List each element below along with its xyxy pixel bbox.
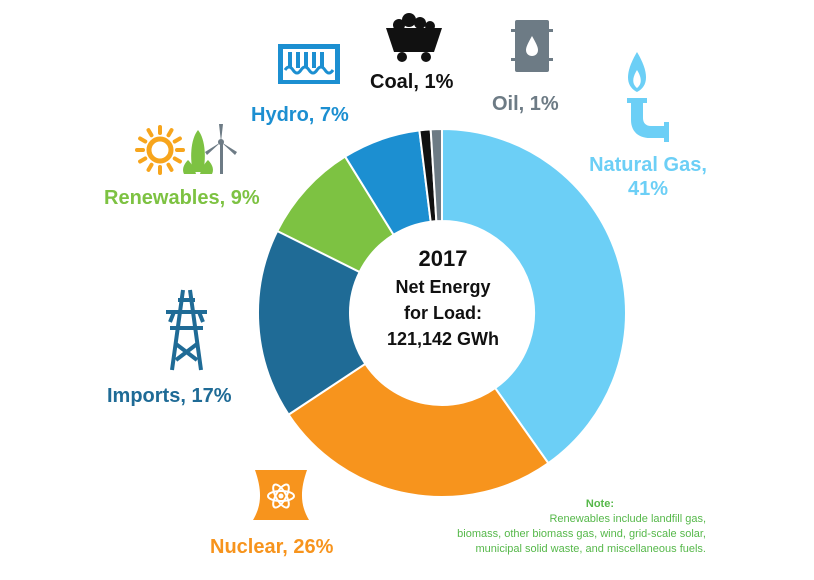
footnote: Note: Renewables include landfill gas, b… xyxy=(386,497,706,557)
donut-hole xyxy=(350,221,534,405)
label-natural-gas: Natural Gas, 41% xyxy=(586,153,710,201)
center-total: 121,142 GWh xyxy=(386,329,500,349)
label-imports: Imports, 17% xyxy=(107,385,232,407)
center-line-2: for Load: xyxy=(404,303,482,323)
center-line-1: Net Energy xyxy=(395,277,491,297)
center-year: 2017 xyxy=(418,246,468,271)
nuclear-plant-icon xyxy=(253,470,309,520)
donut-center-text: 2017 Net Energy for Load: 121,142 GWh xyxy=(336,244,550,352)
gas-flame-pipe-icon xyxy=(627,52,669,142)
label-natural-gas-name: Natural Gas, xyxy=(589,154,707,176)
sun-corn-wind-turbine-icon xyxy=(135,124,237,175)
label-hydro: Hydro, 7% xyxy=(251,104,349,126)
label-nuclear: Nuclear, 26% xyxy=(210,536,334,558)
coal-cart-icon xyxy=(386,13,442,62)
oil-barrel-icon xyxy=(511,20,553,72)
footnote-title: Note: xyxy=(585,498,614,510)
transmission-tower-icon xyxy=(166,289,207,371)
footnote-line-2: biomass, other biomass gas, wind, grid-s… xyxy=(457,528,706,540)
footnote-line-3: municipal solid waste, and miscellaneous… xyxy=(475,543,706,555)
label-oil: Oil, 1% xyxy=(492,93,559,115)
label-coal: Coal, 1% xyxy=(370,71,454,93)
label-natural-gas-value: 41% xyxy=(627,178,669,200)
label-renewables: Renewables, 9% xyxy=(104,187,260,209)
hydro-dam-icon xyxy=(278,44,340,84)
footnote-line-1: Renewables include landfill gas, xyxy=(549,513,706,525)
